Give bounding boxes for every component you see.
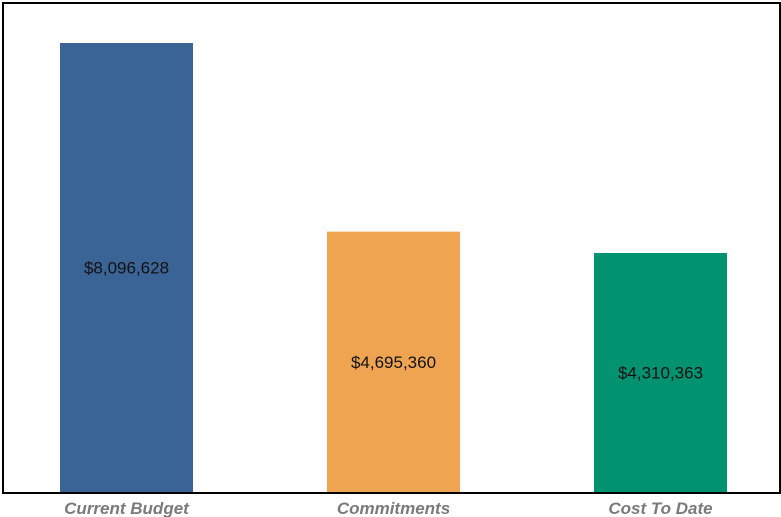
bar-labels-group: $8,096,628 $4,695,360 $4,310,363 xyxy=(84,259,703,383)
bar-commitments xyxy=(327,231,460,492)
data-label-current-budget: $8,096,628 xyxy=(84,259,169,278)
category-label-cost-to-date: Cost To Date xyxy=(608,499,712,517)
category-label-commitments: Commitments xyxy=(337,499,450,517)
bars-group xyxy=(60,43,727,492)
bar-current-budget xyxy=(60,43,193,492)
data-label-cost-to-date: $4,310,363 xyxy=(618,363,703,382)
bar-cost-to-date xyxy=(594,252,727,492)
data-label-commitments: $4,695,360 xyxy=(351,353,436,372)
category-labels-group: Current Budget Commitments Cost To Date xyxy=(64,499,712,517)
category-label-current-budget: Current Budget xyxy=(64,499,190,517)
